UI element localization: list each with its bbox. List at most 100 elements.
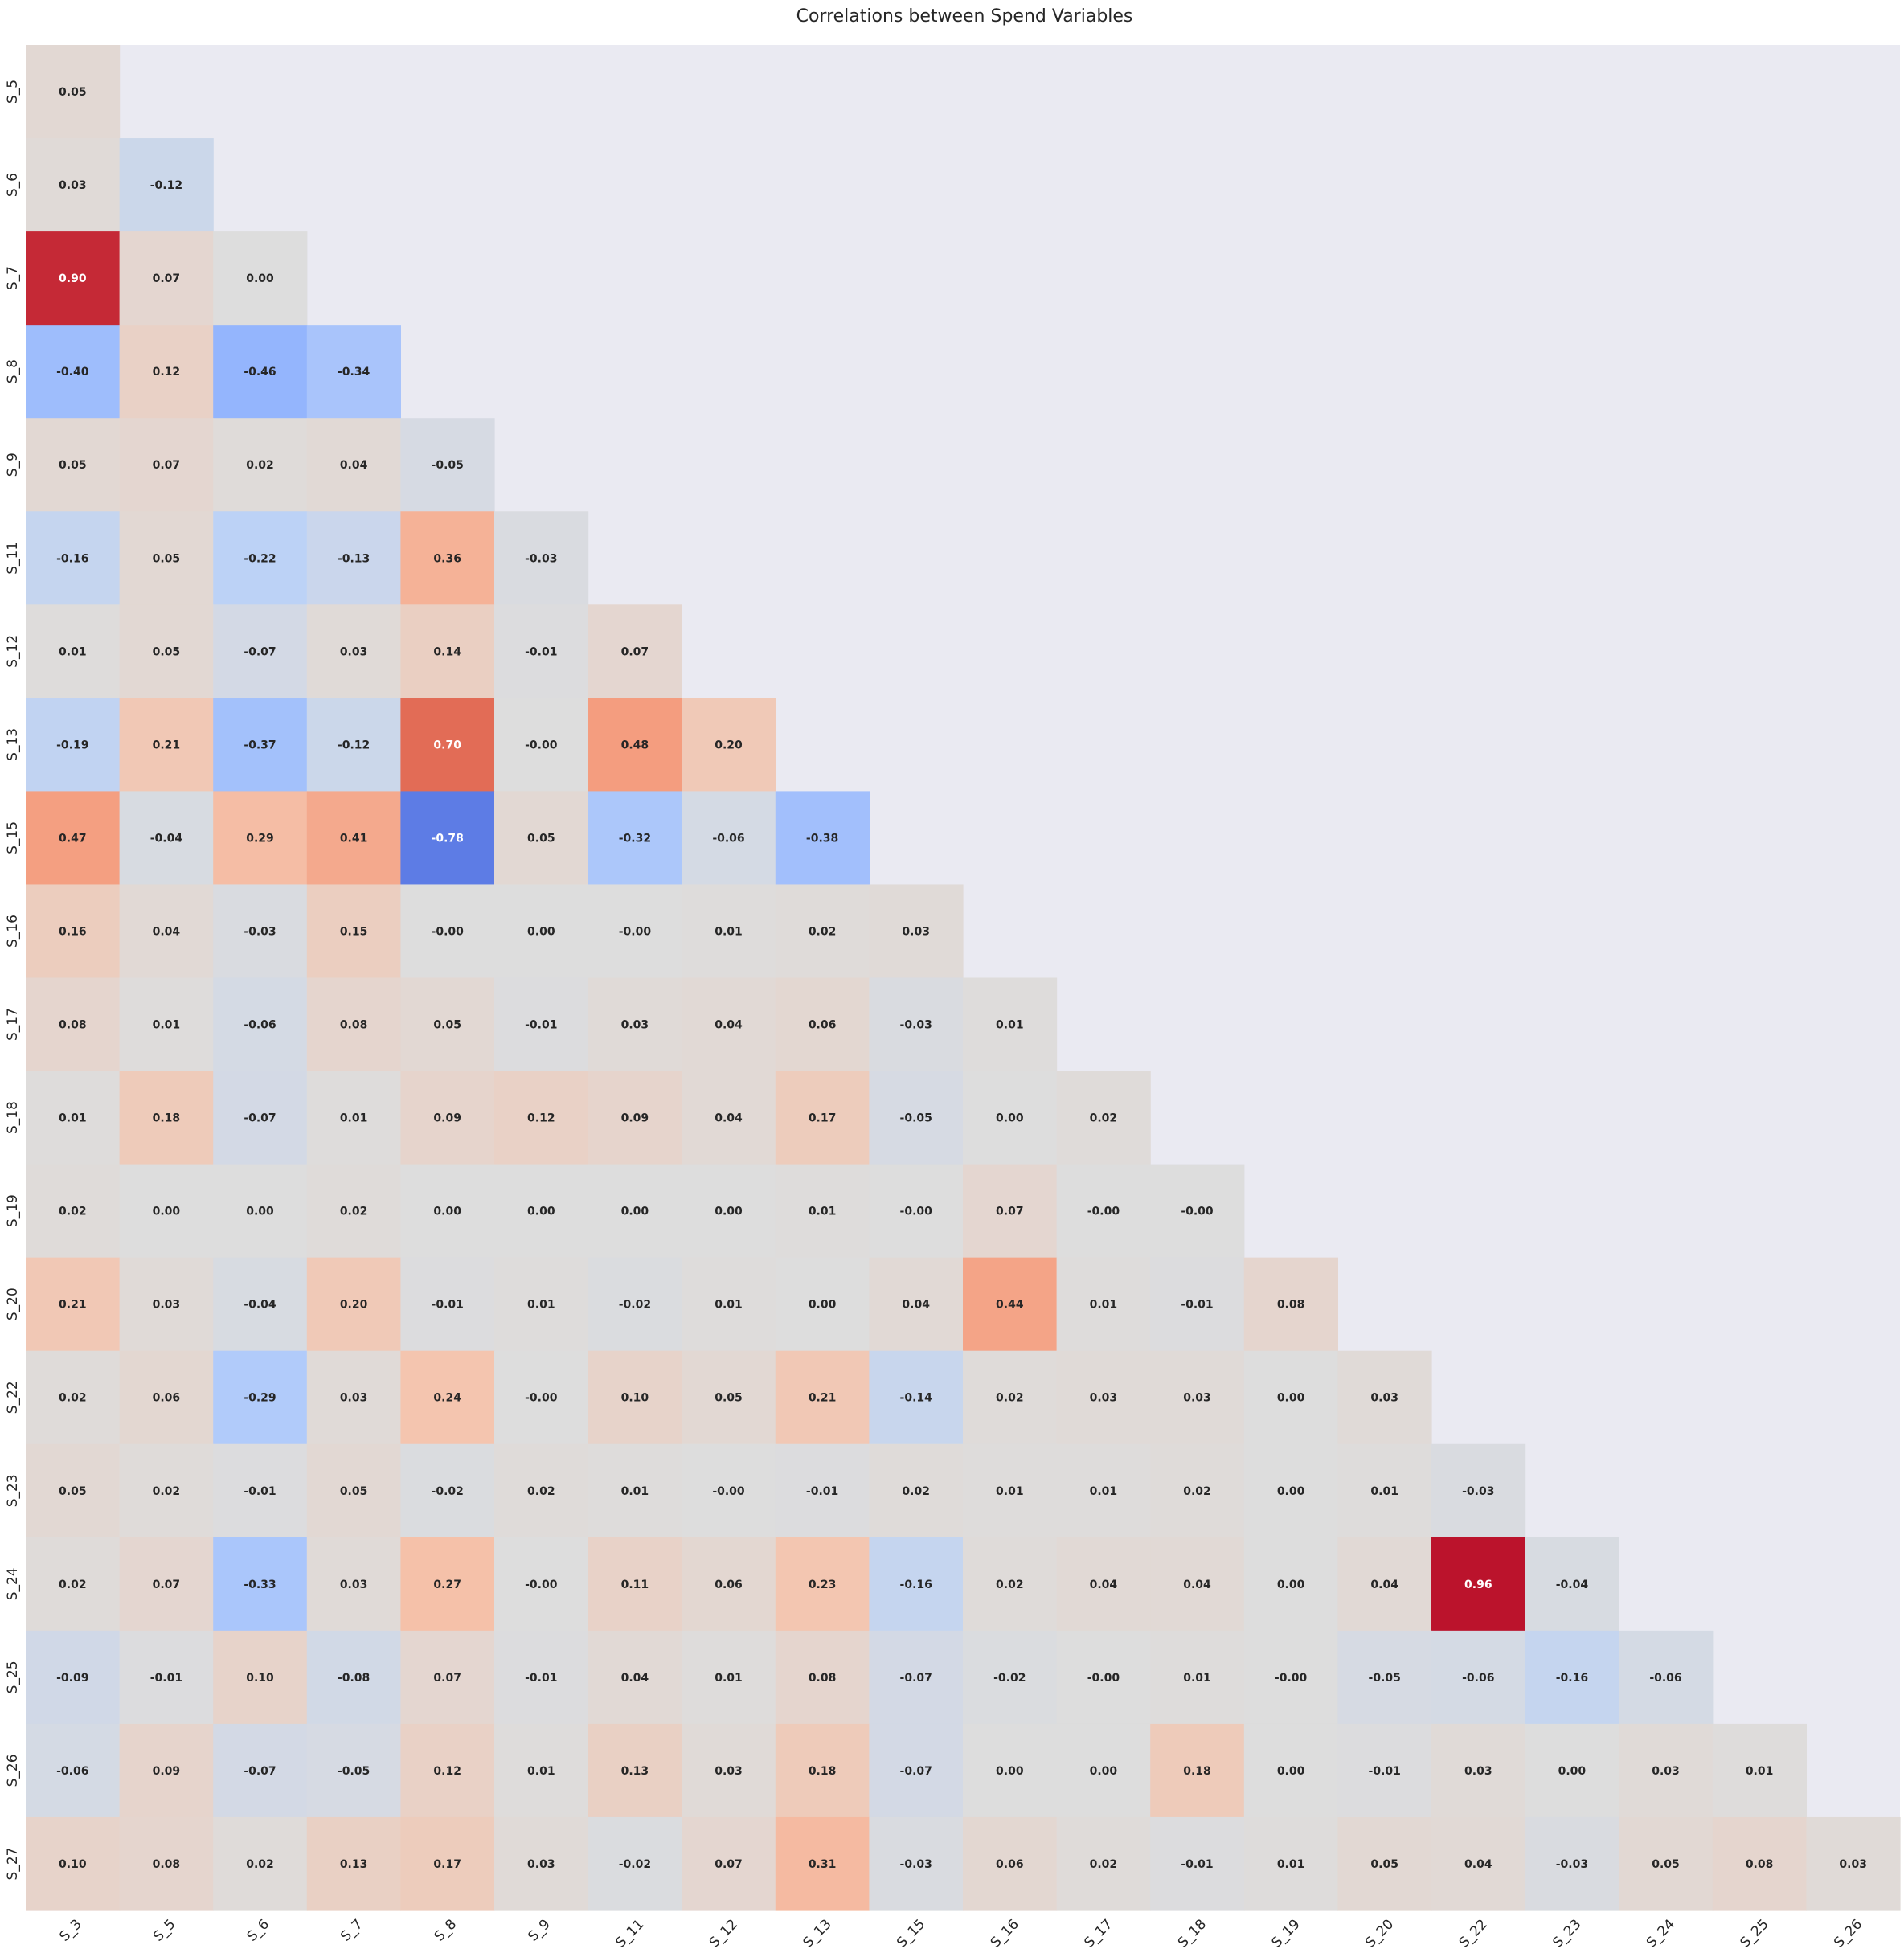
cell-value-label: 0.00 [527,1206,555,1218]
cell-value-label: 0.18 [153,1112,181,1125]
y-tick-label: S_25 [5,1660,21,1693]
heatmap-cell-S_23-S_22 [1431,1443,1526,1538]
cell-value-label: -0.07 [900,1672,932,1685]
heatmap-cell-S_18-S_16 [963,1071,1058,1165]
heatmap-cell-S_20-S_5 [119,1257,214,1352]
cell-value-label: 0.02 [809,925,837,938]
cell-value-label: 0.02 [527,1485,555,1498]
y-tick-label: S_15 [5,821,21,854]
heatmap-cell-S_26-S_15 [869,1723,964,1818]
cell-value-label: 0.01 [996,1019,1024,1032]
cell-value-label: -0.03 [1556,1858,1588,1871]
heatmap-cell-S_22-S_11 [588,1350,682,1445]
heatmap-cell-S_22-S_19 [1243,1350,1338,1445]
cell-value-label: 0.03 [902,925,930,938]
heatmap-cell-S_23-S_18 [1150,1443,1245,1538]
cell-value-label: 0.05 [1370,1858,1398,1871]
cell-value-label: -0.06 [712,832,744,845]
cell-value-label: 0.04 [621,1672,649,1685]
cell-value-label: 0.10 [246,1672,274,1685]
y-tick-label: S_27 [5,1848,21,1881]
heatmap-cell-S_25-S_23 [1525,1630,1619,1725]
cell-value-label: 0.17 [433,1858,461,1871]
cell-value-label: -0.01 [525,645,557,658]
x-tick-label: S_6 [244,1916,272,1944]
heatmap-cell-S_13-S_3 [26,698,121,792]
heatmap-cell-S_27-S_9 [494,1816,589,1911]
heatmap-cell-S_17-S_7 [306,977,401,1072]
heatmap-cell-S_23-S_5 [119,1443,214,1538]
heatmap-cell-S_9-S_8 [400,418,495,512]
cell-value-label: 0.11 [621,1578,649,1591]
heatmap-cell-S_26-S_13 [775,1723,870,1818]
heatmap-cell-S_23-S_13 [775,1443,870,1538]
cell-value-label: 0.04 [153,925,181,938]
cell-value-label: 0.01 [59,645,87,658]
heatmap-cell-S_13-S_12 [682,698,776,792]
cell-value-label: -0.06 [1649,1672,1681,1685]
heatmap-cell-S_15-S_12 [682,791,776,886]
heatmap-cell-S_20-S_7 [306,1257,401,1352]
cell-value-label: -0.03 [244,925,276,938]
heatmap-cell-S_22-S_3 [26,1350,121,1445]
cell-value-label: 0.70 [433,739,461,751]
heatmap-cell-S_15-S_3 [26,791,121,886]
cell-value-label: -0.06 [1462,1672,1494,1685]
cell-value-label: 0.03 [340,1392,368,1405]
cell-value-label: -0.05 [432,459,464,472]
cell-value-label: 0.09 [621,1112,649,1125]
heatmap-cell-S_15-S_9 [494,791,589,886]
heatmap-cell-S_16-S_3 [26,884,121,979]
cell-value-label: -0.00 [1181,1206,1214,1218]
heatmap-cell-S_19-S_16 [963,1164,1058,1259]
heatmap-cell-S_13-S_7 [306,698,401,792]
heatmap-cell-S_27-S_3 [26,1816,121,1911]
heatmap-cell-S_24-S_3 [26,1537,121,1632]
heatmap-cell-S_26-S_24 [1619,1723,1714,1818]
cell-value-label: -0.00 [525,1578,558,1591]
heatmap-cell-S_9-S_5 [119,418,214,512]
heatmap-cell-S_24-S_13 [775,1537,870,1632]
cell-value-label: 0.03 [1090,1392,1118,1405]
x-tick-label: S_13 [800,1916,835,1949]
cell-value-label: 0.00 [1277,1578,1305,1591]
heatmap-cell-S_24-S_16 [963,1537,1058,1632]
x-tick-label: S_11 [612,1916,647,1949]
heatmap-cell-S_27-S_17 [1056,1816,1151,1911]
cell-value-label: 0.01 [527,1765,555,1778]
x-tick-label: S_22 [1456,1916,1491,1949]
cell-value-label: 0.01 [715,925,743,938]
heatmap-cell-S_16-S_11 [588,884,682,979]
heatmap-cell-S_19-S_18 [1150,1164,1245,1259]
heatmap-cell-S_26-S_11 [588,1723,682,1818]
cell-value-label: 0.00 [246,1206,274,1218]
heatmap-cell-S_24-S_6 [213,1537,308,1632]
heatmap-cell-S_24-S_18 [1150,1537,1245,1632]
cell-value-label: 0.00 [1090,1765,1118,1778]
cell-value-label: -0.01 [1181,1858,1213,1871]
heatmap-cell-S_25-S_11 [588,1630,682,1725]
y-tick-label: S_23 [5,1474,21,1507]
cell-value-label: -0.00 [525,739,558,751]
heatmap-cell-S_25-S_22 [1431,1630,1526,1725]
heatmap-cell-S_24-S_19 [1243,1537,1338,1632]
cell-value-label: 0.06 [715,1578,743,1591]
cell-value-label: 0.00 [1277,1765,1305,1778]
heatmap-cell-S_22-S_16 [963,1350,1058,1445]
cell-value-label: -0.08 [338,1672,370,1685]
cell-value-label: 0.01 [809,1206,837,1218]
heatmap-cell-S_6-S_5 [119,138,214,232]
cell-value-label: 0.13 [340,1858,368,1871]
cell-value-label: 0.96 [1464,1578,1492,1591]
heatmap-cell-S_20-S_8 [400,1257,495,1352]
cell-value-label: -0.01 [432,1299,464,1312]
heatmap-cell-S_23-S_15 [869,1443,964,1538]
cell-value-label: 0.03 [1464,1765,1492,1778]
heatmap-cell-S_24-S_12 [682,1537,776,1632]
x-tick-label: S_17 [1081,1916,1116,1949]
cell-value-label: -0.00 [1087,1206,1120,1218]
heatmap-cell-S_26-S_5 [119,1723,214,1818]
cell-value-label: 0.00 [996,1112,1024,1125]
heatmap-cell-S_23-S_9 [494,1443,589,1538]
